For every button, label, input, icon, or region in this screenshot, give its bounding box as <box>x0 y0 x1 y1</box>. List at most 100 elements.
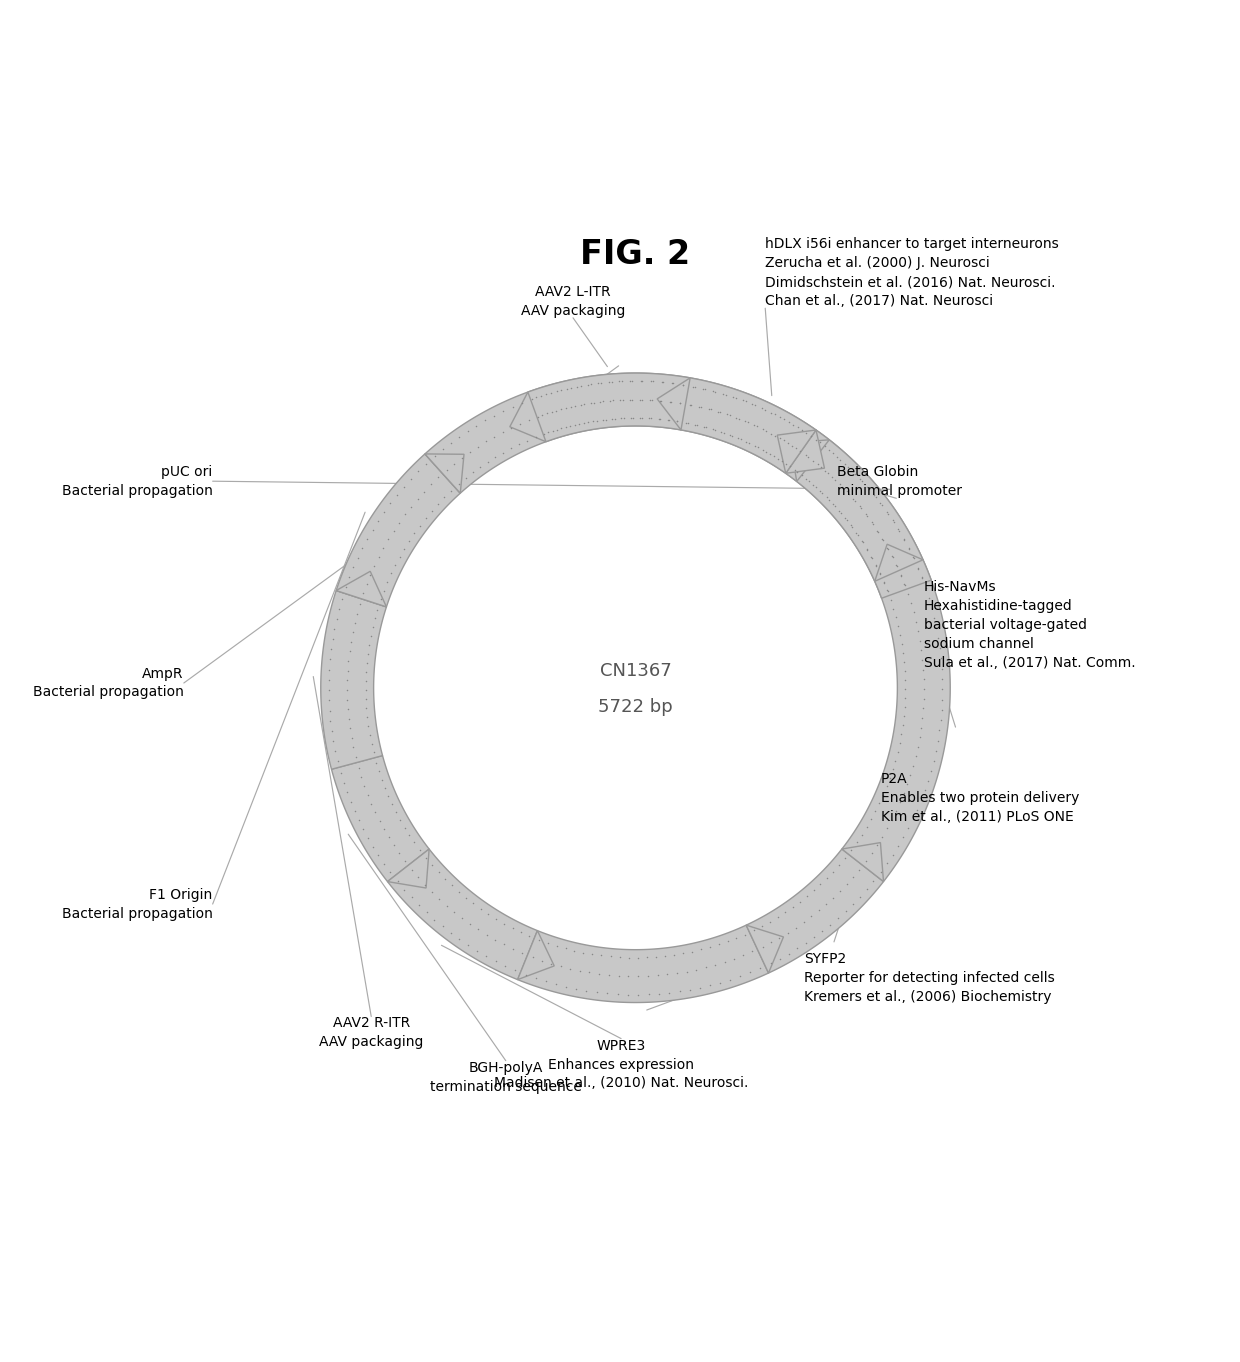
Text: P2A
Enables two protein delivery
Kim et al., (2011) PLoS ONE: P2A Enables two protein delivery Kim et … <box>880 772 1079 824</box>
Text: CN1367: CN1367 <box>600 662 671 680</box>
Point <box>913 650 932 671</box>
Text: FIG. 2: FIG. 2 <box>580 238 691 271</box>
Point <box>882 545 901 567</box>
Point <box>830 500 849 522</box>
Point <box>866 554 885 576</box>
Point <box>557 975 577 997</box>
Point <box>743 941 763 963</box>
Point <box>476 430 496 452</box>
Point <box>890 564 910 586</box>
Point <box>851 469 870 490</box>
Point <box>449 426 469 448</box>
Point <box>404 522 424 543</box>
Point <box>843 893 863 915</box>
Point <box>756 441 776 463</box>
Point <box>629 983 649 1005</box>
Point <box>883 509 903 531</box>
Point <box>913 568 932 590</box>
Point <box>486 951 506 972</box>
Point <box>353 819 373 840</box>
Point <box>874 572 894 594</box>
Point <box>367 752 387 774</box>
Point <box>587 410 606 432</box>
Point <box>494 400 513 422</box>
Point <box>337 669 357 691</box>
Point <box>870 492 890 513</box>
Point <box>603 390 622 411</box>
Point <box>537 383 557 405</box>
Point <box>718 930 738 952</box>
Point <box>538 932 558 953</box>
Point <box>914 669 934 691</box>
Point <box>434 486 454 508</box>
Point <box>884 511 904 533</box>
Point <box>701 974 720 996</box>
Point <box>689 396 709 418</box>
Point <box>435 868 455 889</box>
Point <box>806 477 826 498</box>
Point <box>779 943 799 964</box>
Point <box>622 370 642 392</box>
Point <box>892 723 911 745</box>
Point <box>578 373 598 395</box>
Point <box>761 422 781 444</box>
Point <box>680 394 699 415</box>
Text: AAV2 L-ITR
AAV packaging: AAV2 L-ITR AAV packaging <box>521 285 625 317</box>
Point <box>613 370 632 392</box>
Point <box>466 414 486 436</box>
Point <box>470 456 490 478</box>
Point <box>342 621 362 643</box>
Point <box>343 737 363 759</box>
Point <box>826 469 846 490</box>
Polygon shape <box>387 849 537 979</box>
Polygon shape <box>387 849 429 888</box>
Point <box>681 394 701 415</box>
Point <box>433 439 453 460</box>
Point <box>686 414 706 436</box>
Point <box>374 853 394 874</box>
Point <box>526 967 546 989</box>
Point <box>753 418 773 440</box>
Point <box>337 782 357 804</box>
Point <box>774 409 794 430</box>
Point <box>543 419 563 441</box>
Point <box>893 714 913 735</box>
Point <box>774 429 794 451</box>
Point <box>621 407 641 429</box>
Point <box>408 460 428 482</box>
Point <box>801 906 821 928</box>
Point <box>547 380 567 402</box>
Point <box>358 827 378 849</box>
Point <box>706 953 725 975</box>
Point <box>753 915 773 937</box>
Point <box>345 612 365 633</box>
Point <box>782 896 802 918</box>
Point <box>904 548 924 569</box>
Point <box>745 434 765 456</box>
Point <box>600 945 620 967</box>
Point <box>422 500 441 522</box>
Point <box>340 718 360 740</box>
Point <box>908 621 928 643</box>
Point <box>441 479 461 501</box>
Text: 5722 bp: 5722 bp <box>598 699 673 716</box>
Point <box>356 661 376 682</box>
Point <box>609 370 629 392</box>
Point <box>381 563 401 584</box>
Polygon shape <box>517 930 554 979</box>
Point <box>608 983 627 1005</box>
Point <box>630 407 650 429</box>
Point <box>379 827 399 849</box>
Point <box>329 598 348 620</box>
Point <box>570 960 590 982</box>
Point <box>363 836 383 858</box>
Point <box>857 850 877 872</box>
Point <box>735 391 755 413</box>
Point <box>867 834 887 855</box>
Point <box>449 473 469 494</box>
Point <box>866 801 885 823</box>
Point <box>929 627 949 648</box>
Polygon shape <box>528 373 691 441</box>
Point <box>370 810 389 832</box>
Point <box>394 475 414 497</box>
